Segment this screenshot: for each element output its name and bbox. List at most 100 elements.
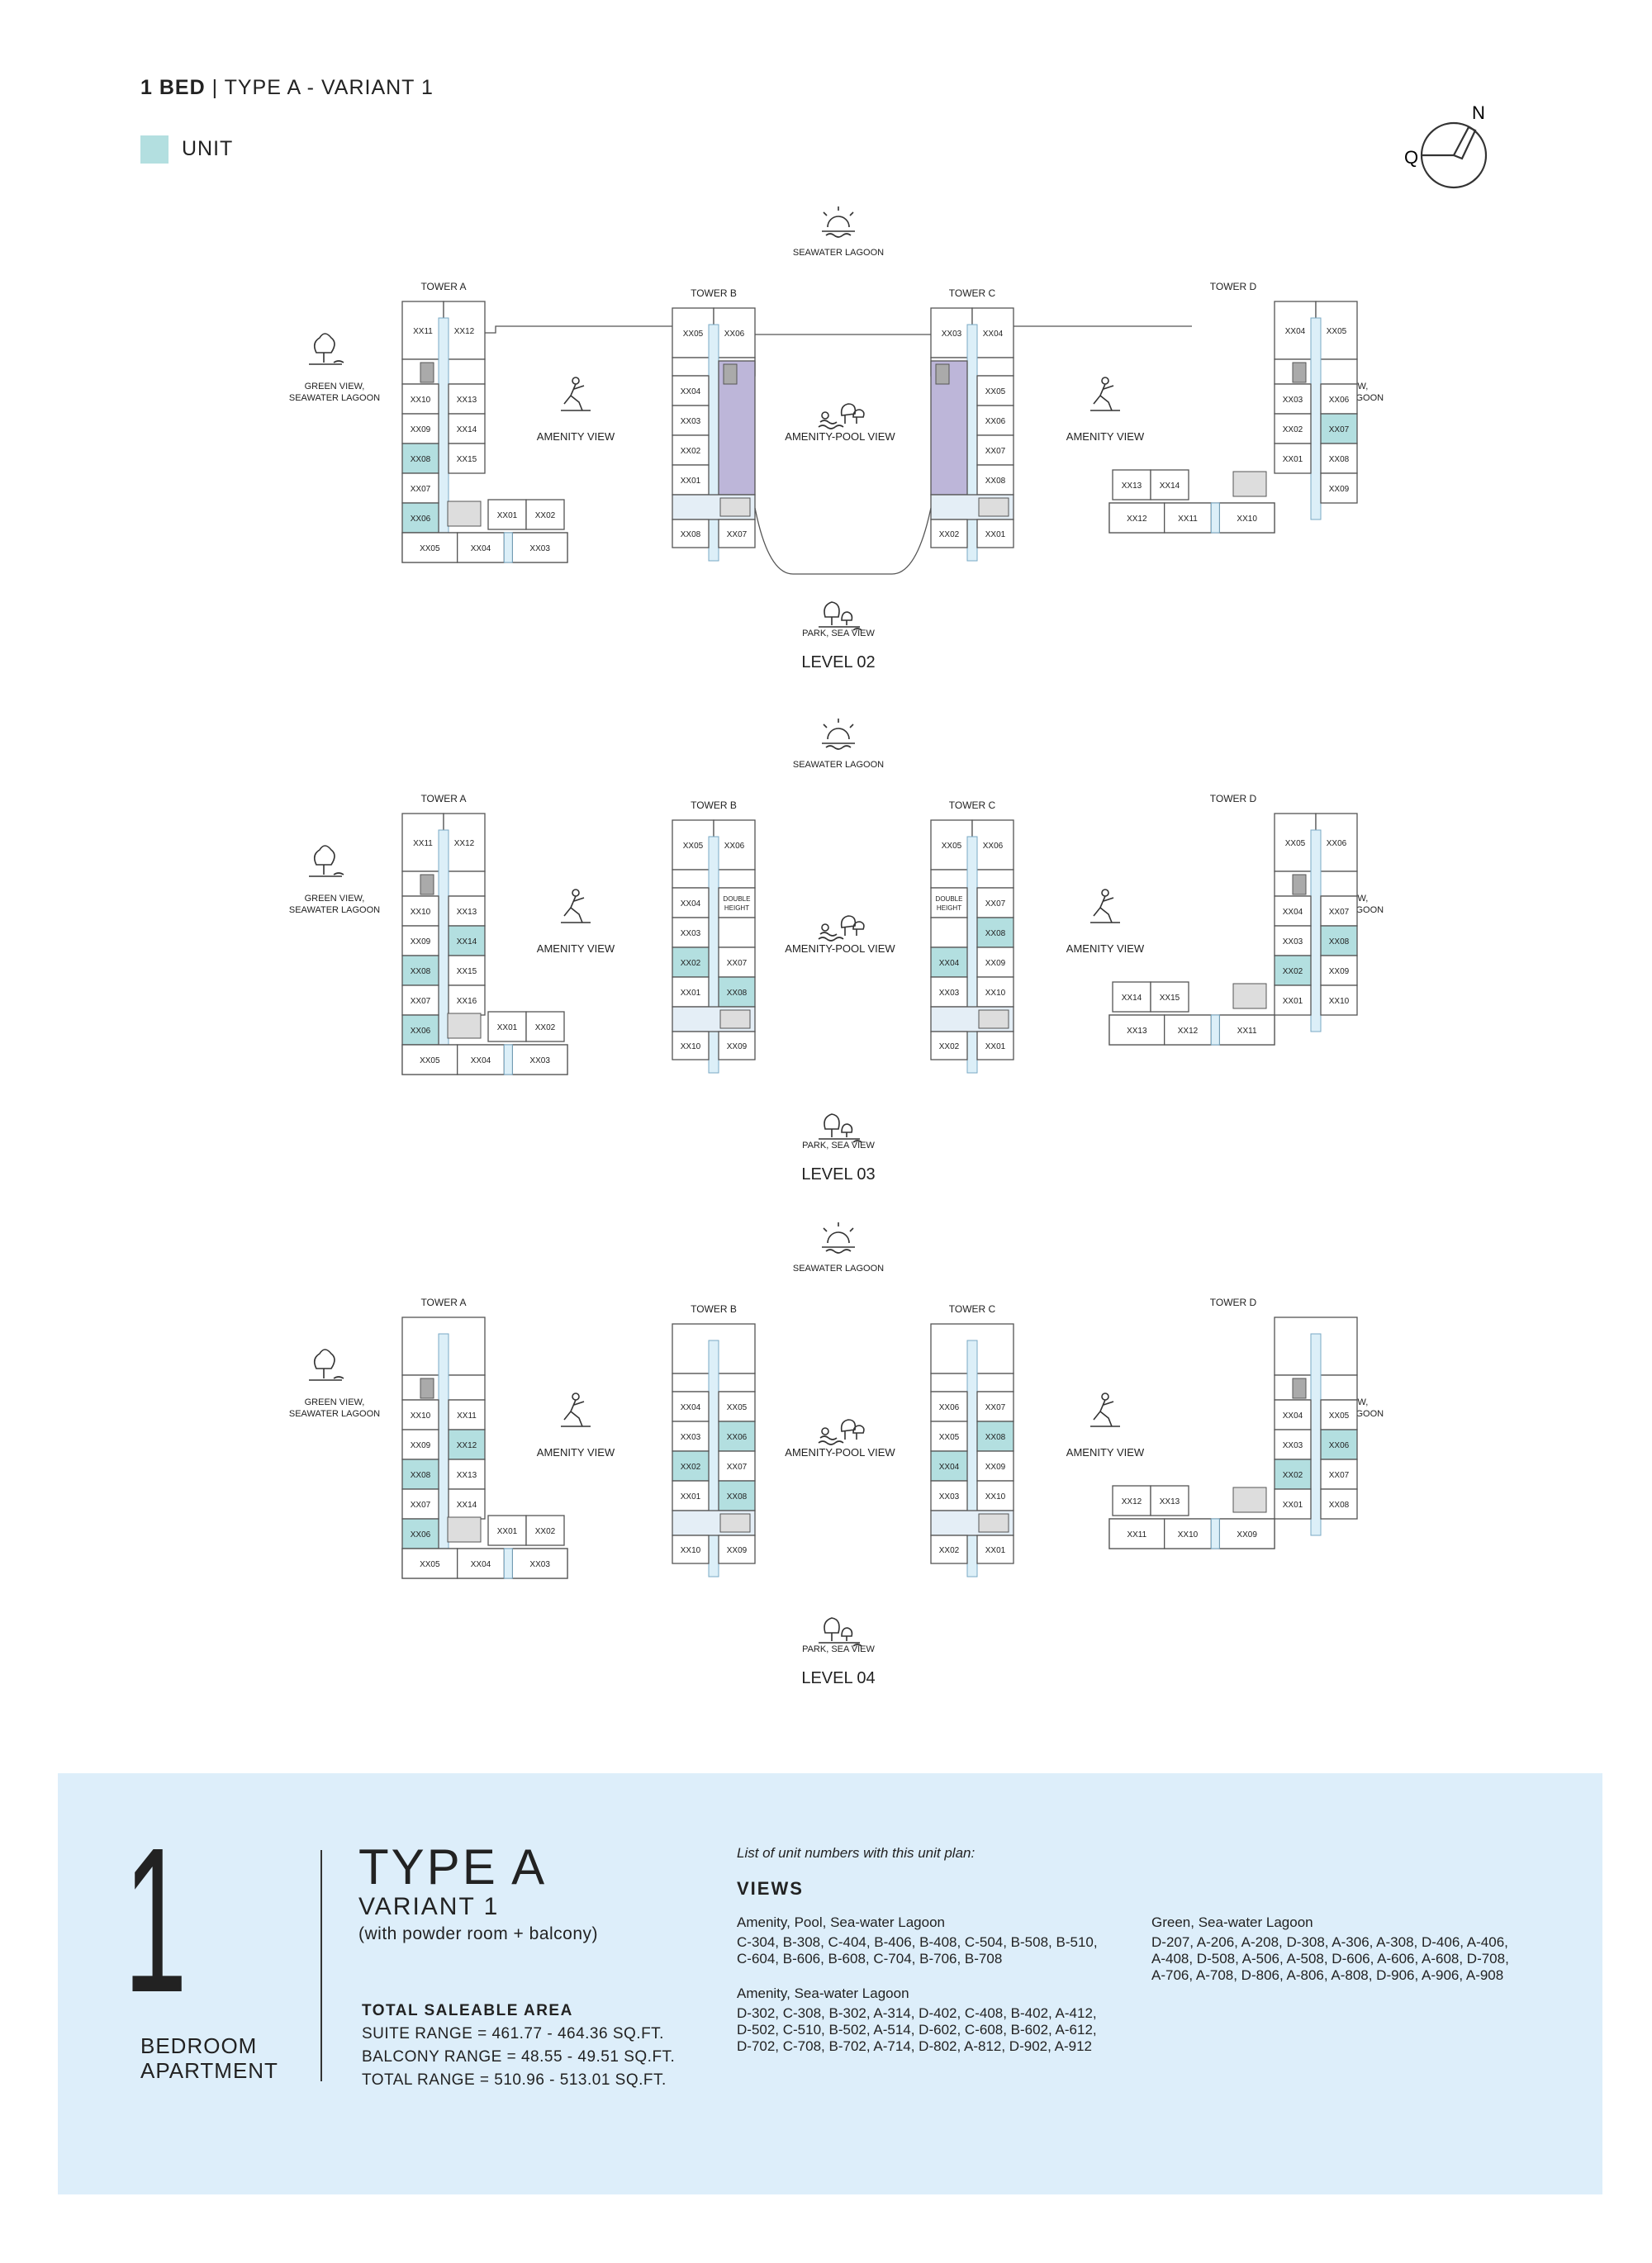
unit-label: XX04	[471, 1056, 491, 1065]
unit-label: XX03	[681, 1433, 701, 1442]
unit-label: XX08	[1329, 937, 1350, 946]
amenity-icon-path	[1090, 377, 1120, 411]
unit-cell	[1274, 383, 1312, 415]
tower-label: TOWER D	[1210, 281, 1257, 292]
view-group-title: Amenity, Pool, Sea-water Lagoon	[737, 1914, 945, 1930]
view-label-amenity: AMENITY VIEW	[1066, 430, 1145, 443]
unit-label: XX11	[1127, 1530, 1146, 1540]
lift-core	[1232, 983, 1267, 1009]
unit-label: XX13	[457, 908, 477, 917]
unit-cell	[448, 984, 486, 1016]
park-icon-path	[819, 601, 862, 631]
unit-cell	[1218, 1014, 1275, 1046]
stair-core	[1292, 1378, 1307, 1399]
unit-cell	[1274, 1429, 1312, 1460]
unit-cell	[971, 307, 1014, 358]
unit-cell	[401, 1459, 439, 1490]
unit-label: XX01	[1283, 1501, 1303, 1510]
level-label: LEVEL 02	[801, 653, 875, 671]
unit-label-line: DOUBLE	[936, 895, 963, 903]
unit-cell	[401, 502, 439, 534]
unit-cell	[672, 917, 710, 948]
unit-label: XX03	[939, 1492, 960, 1502]
page-title-bold: 1 BED	[140, 76, 206, 99]
unit-label: XX01	[497, 511, 518, 520]
sunrise-icon	[822, 206, 855, 238]
unit-label: XX05	[420, 1560, 440, 1569]
unit-cell	[672, 887, 710, 918]
lift-core	[719, 497, 751, 517]
unit-label: XX02	[681, 447, 701, 456]
unit-cell	[672, 1391, 710, 1422]
view-label-seawater: SEAWATER LAGOON	[793, 1264, 884, 1274]
corridor-segment	[1210, 1014, 1220, 1046]
unit-label: XX10	[681, 1042, 701, 1051]
unit-label: XX04	[681, 899, 701, 909]
unit-cell	[976, 976, 1014, 1008]
unit-label: XX09	[411, 425, 431, 434]
unit-cell	[1315, 813, 1358, 872]
view-label-park: PARK, SEA VIEW	[802, 629, 875, 638]
lift-core	[978, 1009, 1009, 1029]
unit-label: XX01	[681, 989, 701, 998]
lift-core	[719, 1513, 751, 1533]
view-label-amenity-pool: AMENITY-POOL VIEW	[785, 1446, 895, 1459]
unit-cell	[930, 1450, 968, 1482]
view-label-amenity: AMENITY VIEW	[1066, 942, 1145, 955]
unit-cell	[672, 375, 710, 406]
lift-core	[1232, 471, 1267, 497]
unit-label: XX14	[1122, 994, 1142, 1003]
amenity-icon-path	[1090, 889, 1120, 923]
unit-cell	[401, 955, 439, 986]
unit-label: XX04	[471, 544, 491, 553]
unit-cell	[718, 976, 756, 1008]
pool-icon-path	[818, 403, 865, 429]
amenity-icon	[561, 1392, 591, 1427]
unit-label: XX05	[942, 842, 962, 851]
unit-label: XX05	[1329, 1411, 1350, 1421]
unit-label: XX06	[939, 1403, 960, 1412]
view-label-park: PARK, SEA VIEW	[802, 1141, 875, 1150]
unit-label: XX07	[727, 530, 748, 539]
unit-label: XX03	[939, 989, 960, 998]
unit-cell	[1320, 1459, 1358, 1490]
unit-cell	[930, 1391, 968, 1422]
unit-label: XX07	[1329, 1471, 1350, 1480]
unit-cell	[1150, 469, 1189, 501]
view-label-amenity: AMENITY VIEW	[537, 942, 615, 955]
unit-label: XX14	[457, 425, 477, 434]
unit-cell	[1320, 955, 1358, 986]
corridor-segment	[1210, 1518, 1220, 1549]
unit-label: XX01	[497, 1023, 518, 1032]
view-label-green: SEAWATER LAGOON	[289, 1409, 380, 1419]
unit-cell	[487, 1515, 527, 1546]
unit-label: XX03	[1283, 396, 1303, 405]
unit-label-line: HEIGHT	[724, 904, 749, 912]
unit-label: XX15	[1160, 994, 1180, 1003]
unit-label: XX01	[497, 1527, 518, 1536]
podium-link	[485, 325, 672, 334]
unit-cell	[1274, 1488, 1312, 1520]
view-label-amenity-pool: AMENITY-POOL VIEW	[785, 430, 895, 443]
unit-label: XX01	[985, 530, 1006, 539]
unit-label: XX07	[411, 997, 431, 1006]
tree-icon-path	[309, 845, 344, 877]
unit-cell	[976, 1391, 1014, 1422]
unit-cell	[487, 1011, 527, 1042]
sunrise-icon-path	[822, 206, 855, 238]
unit-cell	[1320, 925, 1358, 956]
unit-label: XX13	[457, 1471, 477, 1480]
unit-cell	[448, 1429, 486, 1460]
unit-label: XX10	[411, 396, 431, 405]
unit-label: XX06	[727, 1433, 748, 1442]
stair-core	[1292, 874, 1307, 895]
tower-label: TOWER B	[691, 799, 737, 811]
unit-label: XX06	[411, 1530, 431, 1540]
unit-cell	[1150, 1485, 1189, 1516]
unit-label: XX05	[939, 1433, 960, 1442]
unit-label: XX12	[454, 839, 475, 848]
corridor	[438, 829, 449, 1062]
unit-label: XX08	[727, 989, 748, 998]
unit-label: XX02	[939, 1042, 960, 1051]
